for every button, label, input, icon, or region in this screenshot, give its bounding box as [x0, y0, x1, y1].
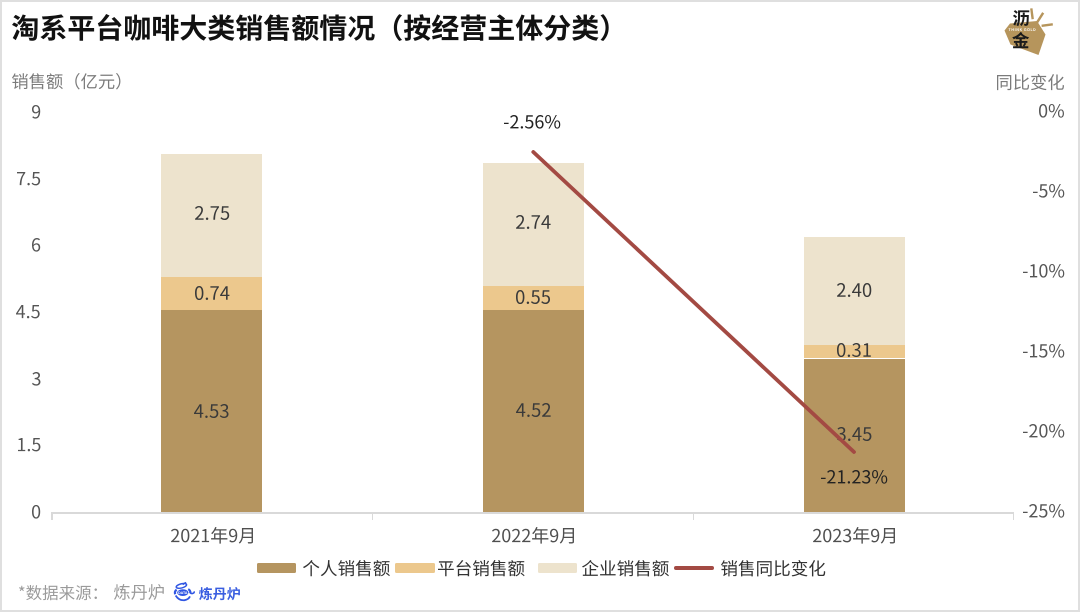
svg-text:DATA: DATA	[178, 591, 188, 595]
